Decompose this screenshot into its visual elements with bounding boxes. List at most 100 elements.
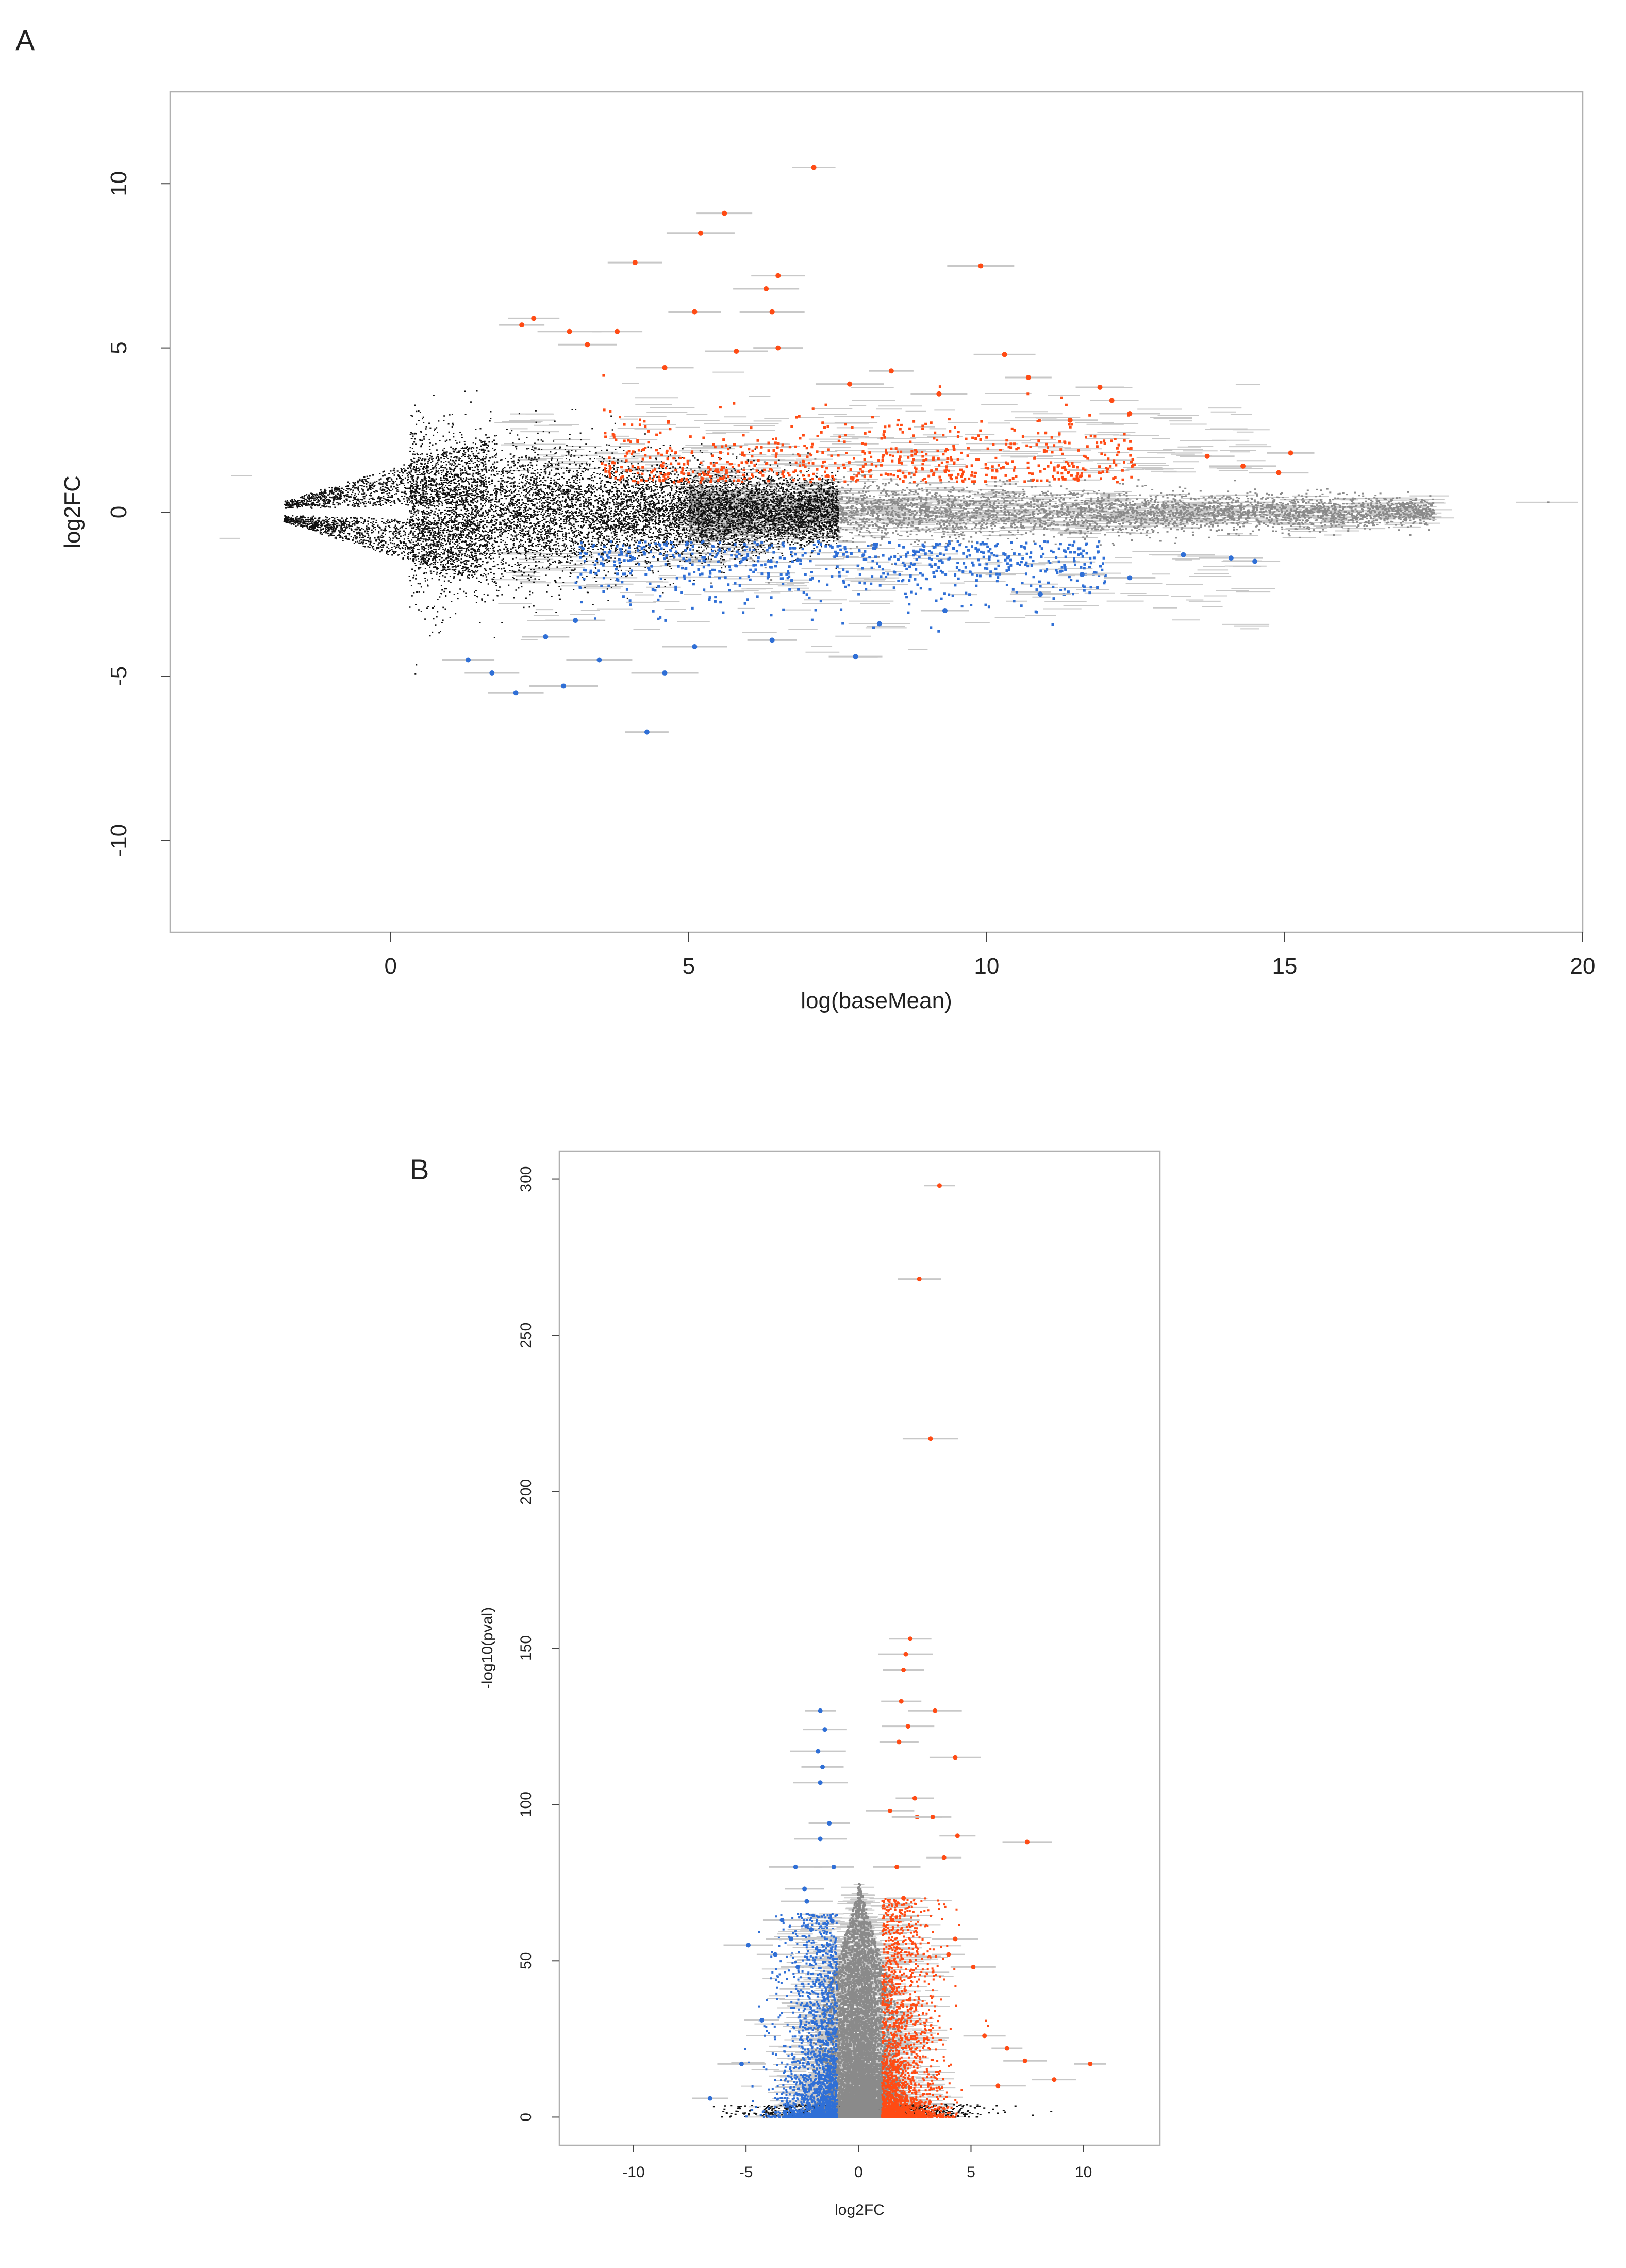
point-down-regulated [818, 1780, 823, 1785]
point-up-regulated [567, 328, 572, 334]
x-tick-label: 20 [1570, 954, 1596, 979]
point-up-regulated [905, 1724, 910, 1729]
point-up-regulated [995, 2083, 1001, 2089]
point-up-regulated [531, 316, 537, 321]
point-down-regulated [1079, 571, 1085, 577]
point-up-regulated [1288, 450, 1293, 456]
point-down-regulated [596, 657, 602, 663]
panel-b-label: B [410, 1153, 429, 1186]
point-up-regulated [933, 1708, 938, 1713]
point-up-regulated [1127, 410, 1133, 416]
x-tick-label: 5 [683, 954, 695, 979]
point-up-regulated [585, 342, 590, 348]
x-axis-title: log(baseMean) [801, 988, 952, 1013]
point-down-regulated [788, 1936, 793, 1942]
point-up-regulated [734, 349, 739, 354]
x-tick-label: 0 [385, 954, 397, 979]
y-tick-label: 300 [518, 1166, 535, 1192]
point-down-regulated [779, 1917, 785, 1922]
point-down-regulated [561, 683, 567, 689]
points-nonsignificant-lowcount [283, 390, 839, 675]
x-tick-label: -5 [739, 2164, 753, 2181]
panel-a-label: A [15, 24, 35, 56]
point-up-regulated [912, 1796, 917, 1801]
point-up-regulated [1025, 1839, 1030, 1845]
y-tick-label: -5 [106, 666, 131, 686]
y-axis-title: -log10(pval) [479, 1607, 496, 1689]
point-up-regulated [971, 1964, 976, 1969]
point-down-regulated [1252, 558, 1258, 564]
point-up-regulated [632, 260, 638, 266]
x-tick-label: 0 [854, 2164, 863, 2181]
x-tick-label: 10 [974, 954, 999, 979]
point-up-regulated [662, 365, 668, 370]
point-up-regulated [953, 1936, 958, 1942]
point-up-regulated [1067, 417, 1073, 423]
series-up-regulated [499, 165, 1315, 475]
point-up-regulated [519, 322, 525, 328]
y-tick-label: -10 [106, 824, 131, 857]
point-down-regulated [773, 1952, 778, 1957]
panel-b-chart: -10 -5 0 5 10050100150200250300log2FC-log10(… [479, 1150, 1161, 2218]
point-down-regulated [707, 2096, 712, 2101]
point-up-regulated [946, 1952, 951, 1957]
y-tick-label: 50 [518, 1952, 535, 1969]
point-down-regulated [804, 1899, 809, 1904]
series-up-regulated [865, 1183, 1106, 2089]
point-up-regulated [615, 328, 620, 334]
point-down-regulated [466, 657, 471, 663]
point-down-regulated [853, 654, 858, 660]
point-up-regulated [1052, 2077, 1057, 2082]
point-up-regulated [1088, 2061, 1093, 2066]
point-up-regulated [1240, 463, 1246, 469]
point-down-regulated [1228, 555, 1234, 561]
point-up-regulated [894, 1864, 899, 1869]
point-up-regulated [903, 1652, 908, 1657]
point-up-regulated [1002, 352, 1007, 357]
point-up-regulated [899, 1699, 904, 1704]
point-down-regulated [692, 644, 698, 650]
point-up-regulated [1276, 470, 1282, 475]
y-tick-label: 5 [106, 341, 131, 354]
point-down-regulated [513, 690, 519, 696]
point-up-regulated [692, 309, 698, 315]
point-up-regulated [897, 1739, 902, 1745]
x-tick-label: 5 [967, 2164, 975, 2181]
point-down-regulated [644, 729, 650, 735]
x-tick-label: 10 [1075, 2164, 1092, 2181]
point-down-regulated [820, 1764, 825, 1769]
point-down-regulated [831, 1864, 836, 1869]
point-down-regulated [818, 1708, 823, 1713]
y-tick-label: 250 [518, 1323, 535, 1349]
background-points-a [219, 371, 1578, 675]
point-up-regulated [930, 1814, 935, 1819]
point-down-regulated [942, 608, 948, 614]
y-tick-label: 10 [106, 171, 131, 196]
point-up-regulated [936, 391, 942, 397]
point-up-regulated [901, 1667, 906, 1672]
points-up-dense [601, 374, 1136, 484]
point-down-regulated [1181, 552, 1186, 557]
points-up-dense [881, 1897, 989, 2118]
point-up-regulated [978, 263, 984, 269]
point-up-regulated [698, 230, 703, 236]
point-up-regulated [722, 210, 727, 216]
y-tick-label: 100 [518, 1792, 535, 1817]
point-up-regulated [888, 368, 894, 374]
points-down-dense [744, 1913, 838, 2118]
panel-a-chart: 0 5 10 15 20 -10 -5 0 5 10 log(baseMean) log2FC [60, 91, 1596, 1013]
point-up-regulated [769, 309, 775, 315]
point-down-regulated [1037, 591, 1043, 597]
y-tick-label: 200 [518, 1479, 535, 1505]
point-down-regulated [489, 670, 495, 676]
point-down-regulated [822, 1727, 827, 1732]
point-up-regulated [890, 1917, 895, 1922]
x-tick-label: -10 [622, 2164, 644, 2181]
point-down-regulated [543, 634, 549, 639]
point-up-regulated [887, 1808, 892, 1813]
point-down-regulated [759, 2017, 765, 2023]
x-axis-title: log2FC [835, 2201, 885, 2218]
point-up-regulated [1204, 453, 1210, 459]
y-tick-label: 150 [518, 1635, 535, 1661]
